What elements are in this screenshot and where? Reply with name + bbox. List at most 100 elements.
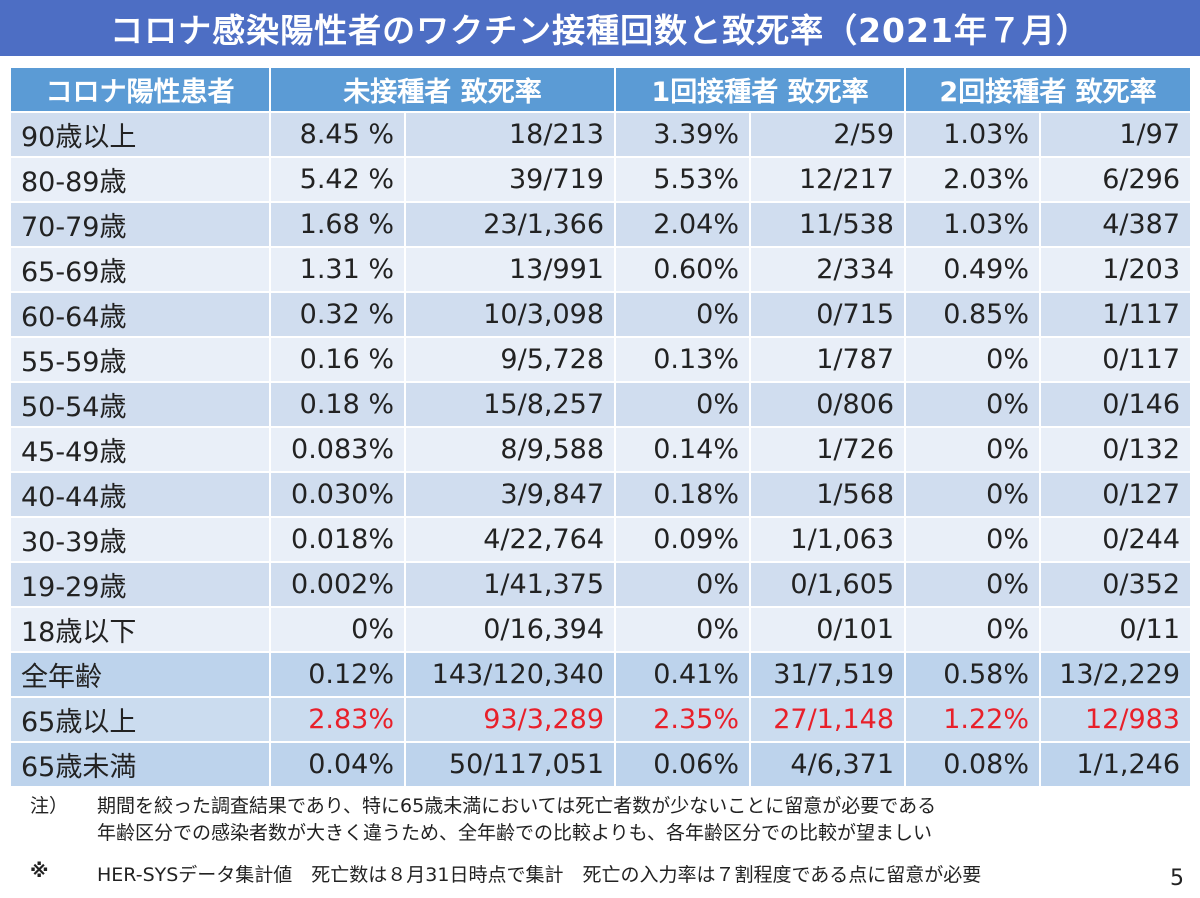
unvaccinated-fraction-cell: 13/991 [404,246,616,293]
footer-note: ※ HER-SYSデータ集計値 死亡数は８月31日時点で集計 死亡の入力率は７割… [30,860,1150,887]
two-dose-rate-cell: 0% [904,606,1041,653]
page-number: 5 [1170,866,1184,891]
unvaccinated-rate-cell: 0.002% [269,561,406,608]
notes: 注） 期間を絞った調査結果であり、特に65歳未満においては死亡者数が少ないことに… [30,793,1180,847]
unvaccinated-rate-cell: 2.83% [269,696,406,743]
one-dose-rate-cell: 0.13% [614,336,751,383]
one-dose-fraction-cell: 1/1,063 [749,516,906,563]
table-row: 60-64歳 0.32 % 10/3,098 0% 0/715 0.85% 1/117 [9,291,1192,338]
one-dose-rate-cell: 0.06% [614,741,751,788]
notes-line-2: 年齢区分での感染者数が大きく違うため、全年齢での比較よりも、各年齢区分での比較が… [97,822,933,844]
header-age: コロナ陽性患者 [9,66,271,113]
one-dose-fraction-cell: 27/1,148 [749,696,906,743]
summary-row: 全年齢 0.12% 143/120,340 0.41% 31/7,519 0.58% 13/… [9,651,1192,698]
unvaccinated-rate-cell: 0.018% [269,516,406,563]
table-row: 65-69歳 1.31 % 13/991 0.60% 2/334 0.49% 1/203 [9,246,1192,293]
one-dose-fraction-cell: 12/217 [749,156,906,203]
two-dose-fraction-cell: 0/352 [1039,561,1192,608]
unvaccinated-fraction-cell: 3/9,847 [404,471,616,518]
unvaccinated-rate-cell: 5.42 % [269,156,406,203]
two-dose-rate-cell: 0% [904,336,1041,383]
age-cell: 65歳以上 [9,696,271,743]
notes-line-1: 期間を絞った調査結果であり、特に65歳未満においては死亡者数が少ないことに留意が… [97,795,937,817]
two-dose-fraction-cell: 1/117 [1039,291,1192,338]
two-dose-fraction-cell: 13/2,229 [1039,651,1192,698]
age-cell: 18歳以下 [9,606,271,653]
unvaccinated-fraction-cell: 93/3,289 [404,696,616,743]
one-dose-rate-cell: 0.60% [614,246,751,293]
age-cell: 45-49歳 [9,426,271,473]
two-dose-fraction-cell: 0/244 [1039,516,1192,563]
age-cell: 65-69歳 [9,246,271,293]
age-cell: 30-39歳 [9,516,271,563]
table-row: 18歳以下 0% 0/16,394 0% 0/101 0% 0/11 [9,606,1192,653]
two-dose-fraction-cell: 1/1,246 [1039,741,1192,788]
two-dose-rate-cell: 2.03% [904,156,1041,203]
two-dose-fraction-cell: 0/11 [1039,606,1192,653]
age-cell: 60-64歳 [9,291,271,338]
one-dose-rate-cell: 0.18% [614,471,751,518]
unvaccinated-fraction-cell: 15/8,257 [404,381,616,428]
unvaccinated-rate-cell: 0.12% [269,651,406,698]
one-dose-fraction-cell: 2/334 [749,246,906,293]
one-dose-fraction-cell: 0/101 [749,606,906,653]
two-dose-rate-cell: 0% [904,471,1041,518]
one-dose-rate-cell: 2.35% [614,696,751,743]
two-dose-rate-cell: 0% [904,426,1041,473]
one-dose-rate-cell: 0% [614,561,751,608]
unvaccinated-rate-cell: 0% [269,606,406,653]
age-cell: 90歳以上 [9,111,271,158]
two-dose-fraction-cell: 6/296 [1039,156,1192,203]
one-dose-fraction-cell: 1/726 [749,426,906,473]
unvaccinated-rate-cell: 0.16 % [269,336,406,383]
two-dose-fraction-cell: 0/127 [1039,471,1192,518]
one-dose-rate-cell: 3.39% [614,111,751,158]
one-dose-rate-cell: 5.53% [614,156,751,203]
table-row: 90歳以上 8.45 % 18/213 3.39% 2/59 1.03% 1/97 [9,111,1192,158]
two-dose-fraction-cell: 0/132 [1039,426,1192,473]
two-dose-fraction-cell: 0/146 [1039,381,1192,428]
one-dose-rate-cell: 0% [614,381,751,428]
one-dose-fraction-cell: 2/59 [749,111,906,158]
header-two-dose: 2回接種者 致死率 [904,66,1192,113]
one-dose-rate-cell: 0.14% [614,426,751,473]
unvaccinated-fraction-cell: 18/213 [404,111,616,158]
one-dose-rate-cell: 2.04% [614,201,751,248]
table-row: 40-44歳 0.030% 3/9,847 0.18% 1/568 0% 0/127 [9,471,1192,518]
unvaccinated-fraction-cell: 0/16,394 [404,606,616,653]
one-dose-fraction-cell: 1/787 [749,336,906,383]
two-dose-rate-cell: 0.58% [904,651,1041,698]
unvaccinated-rate-cell: 1.68 % [269,201,406,248]
page-title: コロナ感染陽性者のワクチン接種回数と致死率（2021年７月） [0,0,1200,56]
unvaccinated-fraction-cell: 143/120,340 [404,651,616,698]
two-dose-rate-cell: 0% [904,561,1041,608]
one-dose-fraction-cell: 4/6,371 [749,741,906,788]
two-dose-fraction-cell: 1/97 [1039,111,1192,158]
unvaccinated-rate-cell: 1.31 % [269,246,406,293]
table-row: 19-29歳 0.002% 1/41,375 0% 0/1,605 0% 0/352 [9,561,1192,608]
unvaccinated-rate-cell: 0.030% [269,471,406,518]
table-row: 80-89歳 5.42 % 39/719 5.53% 12/217 2.03% 6/296 [9,156,1192,203]
two-dose-rate-cell: 0% [904,381,1041,428]
table-row: 30-39歳 0.018% 4/22,764 0.09% 1/1,063 0% 0/244 [9,516,1192,563]
unvaccinated-fraction-cell: 50/117,051 [404,741,616,788]
fatality-rate-table: コロナ陽性患者 未接種者 致死率 1回接種者 致死率 2回接種者 致死率 90歳… [9,66,1192,788]
two-dose-fraction-cell: 4/387 [1039,201,1192,248]
table-row: 45-49歳 0.083% 8/9,588 0.14% 1/726 0% 0/132 [9,426,1192,473]
age-cell: 80-89歳 [9,156,271,203]
unvaccinated-fraction-cell: 4/22,764 [404,516,616,563]
one-dose-fraction-cell: 1/568 [749,471,906,518]
two-dose-rate-cell: 1.22% [904,696,1041,743]
unvaccinated-rate-cell: 0.04% [269,741,406,788]
header-one-dose: 1回接種者 致死率 [614,66,906,113]
summary-row: 65歳未満 0.04% 50/117,051 0.06% 4/6,371 0.08% 1/1… [9,741,1192,788]
one-dose-fraction-cell: 0/806 [749,381,906,428]
one-dose-fraction-cell: 0/1,605 [749,561,906,608]
footer-mark: ※ [30,860,49,882]
unvaccinated-rate-cell: 8.45 % [269,111,406,158]
summary-row: 65歳以上 2.83% 93/3,289 2.35% 27/1,148 1.22% 12/9… [9,696,1192,743]
unvaccinated-fraction-cell: 9/5,728 [404,336,616,383]
age-cell: 40-44歳 [9,471,271,518]
age-cell: 全年齢 [9,651,271,698]
unvaccinated-fraction-cell: 39/719 [404,156,616,203]
